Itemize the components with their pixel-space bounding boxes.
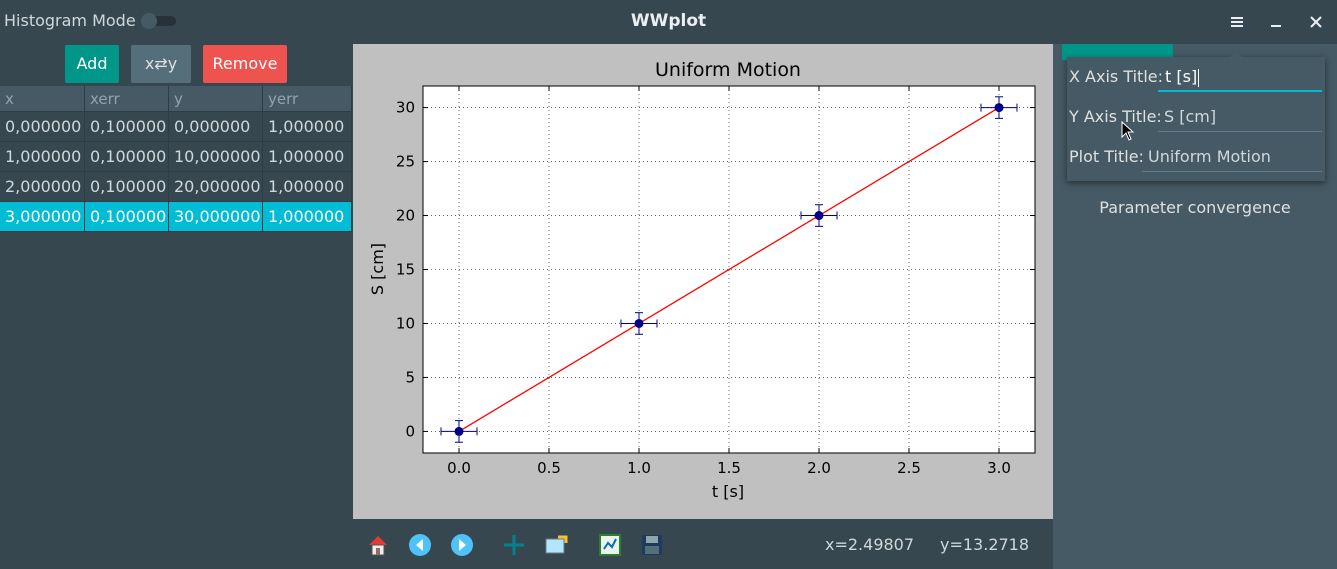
x-tick-label: 2.5 [897, 459, 921, 477]
y-tick-label: 0 [405, 422, 415, 440]
column-header-x[interactable]: x [0, 86, 85, 112]
x-axis-title-value: t [s] [1165, 67, 1198, 86]
data-point [454, 426, 464, 436]
chart-svg: Uniform Motion 0.0 0.5 1.0 1.5 2.0 2.5 3.0 0 5 1… [368, 59, 1036, 501]
column-header-yerr[interactable]: yerr [263, 86, 352, 112]
fit-line-group [458, 107, 1000, 432]
y-tick-label: 25 [396, 153, 415, 171]
title-bar: Histogram Mode WWplot [0, 0, 1337, 44]
table-cell[interactable]: 1,000000 [263, 202, 352, 232]
minimize-icon[interactable] [1264, 9, 1288, 35]
x-tick-label: 1.5 [717, 459, 741, 477]
chart-title: Uniform Motion [655, 59, 801, 81]
data-point [634, 318, 644, 328]
data-point [814, 211, 824, 221]
teal-tab[interactable] [1062, 44, 1173, 60]
table-cell[interactable]: 0,100000 [85, 112, 169, 142]
table-cell[interactable]: 0,000000 [0, 112, 85, 142]
table-row[interactable]: 0,000000 0,100000 0,000000 1,000000 [0, 112, 352, 142]
toggle-knob [141, 13, 157, 29]
table-cell[interactable]: 0,100000 [85, 172, 169, 202]
x-tick-label: 0.0 [447, 459, 471, 477]
data-point [994, 103, 1004, 113]
y-tick-label: 5 [405, 368, 415, 386]
table-cell[interactable]: 1,000000 [263, 172, 352, 202]
swap-xy-button[interactable]: x⇄y [131, 45, 191, 83]
pan-icon[interactable] [502, 533, 526, 557]
table-cell[interactable]: 0,100000 [85, 202, 169, 232]
x-axis-label: t [s] [712, 482, 744, 501]
table-cell[interactable]: 1,000000 [0, 142, 85, 172]
fit-line [458, 107, 1000, 432]
parameter-convergence-label: Parameter convergence [1099, 198, 1291, 217]
table-cell[interactable]: 1,000000 [263, 142, 352, 172]
data-panel: Add x⇄y Remove x xerr y yerr 0,000000 0,… [0, 44, 352, 569]
close-icon[interactable] [1304, 9, 1328, 35]
x-coordinate-readout: x=2.49807 [825, 535, 915, 554]
table-cell[interactable]: 3,000000 [0, 202, 85, 232]
x-tick-label: 2.0 [807, 459, 831, 477]
plot-toolbar: x=2.49807 y=13.2718 [353, 519, 1053, 569]
y-tick-label: 15 [396, 261, 415, 279]
text-caret [1198, 68, 1200, 87]
table-cell[interactable]: 0,000000 [169, 112, 263, 142]
plot-canvas[interactable]: Uniform Motion 0.0 0.5 1.0 1.5 2.0 2.5 3.0 0 5 1… [353, 44, 1053, 519]
y-axis-title-label: Y Axis Title: [1069, 107, 1162, 126]
y-tick-label: 20 [396, 207, 415, 225]
popup-arrow [1229, 51, 1243, 58]
column-header-y[interactable]: y [169, 86, 263, 112]
y-axis-title-input[interactable]: S [cm] [1158, 102, 1322, 132]
x-tick-label: 1.0 [627, 459, 651, 477]
y-axis-ticks: 0 5 10 15 20 25 30 [396, 99, 1035, 440]
back-icon[interactable] [408, 533, 432, 557]
x-axis-title-label: X Axis Title: [1069, 67, 1164, 86]
x-axis-ticks: 0.0 0.5 1.0 1.5 2.0 2.5 3.0 [447, 86, 1011, 477]
data-table: x xerr y yerr 0,000000 0,100000 0,000000… [0, 86, 352, 232]
table-row[interactable]: 1,000000 0,100000 10,000000 1,000000 [0, 142, 352, 172]
histogram-mode-toggle[interactable] [141, 13, 176, 29]
table-cell[interactable]: 1,000000 [263, 112, 352, 142]
save-icon[interactable] [640, 533, 664, 557]
column-header-xerr[interactable]: xerr [85, 86, 169, 112]
table-cell[interactable]: 10,000000 [169, 142, 263, 172]
table-cell[interactable]: 20,000000 [169, 172, 263, 202]
mouse-pointer-icon [1121, 120, 1135, 145]
x-tick-label: 0.5 [537, 459, 561, 477]
table-row[interactable]: 2,000000 0,100000 20,000000 1,000000 [0, 172, 352, 202]
x-axis-title-input[interactable]: t [s] [1158, 62, 1322, 92]
y-tick-label: 30 [396, 99, 415, 117]
window-title: WWplot [630, 11, 707, 31]
y-coordinate-readout: y=13.2718 [940, 535, 1030, 554]
histogram-mode-label: Histogram Mode [4, 11, 136, 30]
plot-title-label: Plot Title: [1069, 147, 1144, 166]
y-axis-label: S [cm] [368, 243, 387, 295]
plot-title-input[interactable]: Uniform Motion [1142, 142, 1322, 172]
table-header: x xerr y yerr [0, 86, 352, 112]
hamburger-menu-icon[interactable] [1225, 9, 1249, 35]
toggle-track [145, 16, 176, 26]
data-points-group [440, 96, 1018, 443]
home-icon[interactable] [366, 533, 390, 557]
table-cell[interactable]: 30,000000 [169, 202, 263, 232]
table-row-selected[interactable]: 3,000000 0,100000 30,000000 1,000000 [0, 202, 352, 232]
y-tick-label: 10 [396, 314, 415, 332]
zoom-icon[interactable] [544, 533, 568, 557]
forward-icon[interactable] [450, 533, 474, 557]
x-tick-label: 3.0 [987, 459, 1011, 477]
subplots-icon[interactable] [598, 533, 622, 557]
add-button[interactable]: Add [65, 45, 119, 83]
axis-titles-popup: X Axis Title: t [s] Y Axis Title: S [cm]… [1067, 51, 1325, 181]
table-cell[interactable]: 2,000000 [0, 172, 85, 202]
remove-button[interactable]: Remove [203, 45, 287, 83]
table-cell[interactable]: 0,100000 [85, 142, 169, 172]
